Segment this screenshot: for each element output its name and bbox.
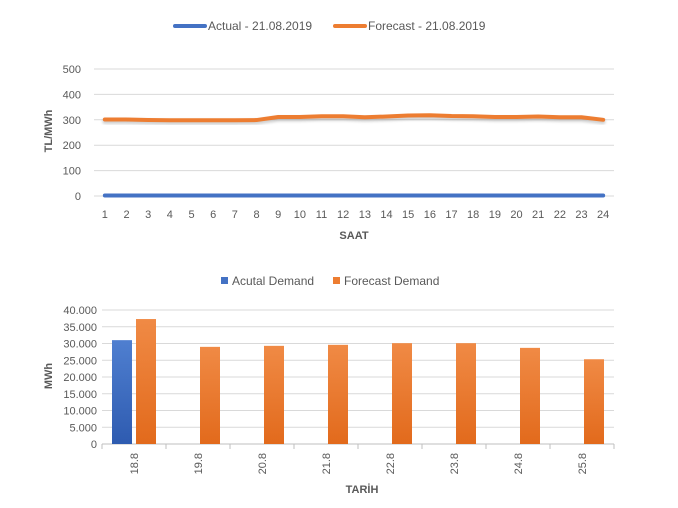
bar-chart: Acutal Demand Forecast Demand 0 5.000 10.0… [43, 274, 615, 496]
forecast-series-line [102, 113, 606, 123]
line-chart-y-axis-title: TL/MWh [43, 109, 55, 152]
y-tick-label: 40.000 [63, 305, 97, 317]
legend-label-actual-demand: Acutal Demand [232, 274, 314, 288]
line-chart-y-ticks: 0 100 200 300 400 500 [63, 64, 81, 203]
legend-label-actual: Actual - 21.08.2019 [208, 19, 312, 33]
forecast-demand-bar [584, 359, 604, 444]
x-tick-label: 18 [467, 209, 479, 221]
x-tick-label: 15 [402, 209, 414, 221]
x-tick-label: 1 [102, 209, 108, 221]
x-tick-label: 5 [188, 209, 194, 221]
y-tick-label: 20.000 [63, 372, 97, 384]
line-chart-legend: Actual - 21.08.2019 Forecast - 21.08.201… [173, 19, 486, 33]
x-tick-label: 20.8 [257, 453, 269, 474]
x-tick-label: 24.8 [513, 453, 525, 474]
forecast-demand-bar [392, 343, 412, 444]
y-tick-label: 5.000 [69, 422, 97, 434]
forecast-demand-bar [456, 343, 476, 444]
line-chart-series [102, 113, 606, 200]
y-tick-label: 15.000 [63, 389, 97, 401]
y-tick-label: 35.000 [63, 322, 97, 334]
x-tick-label: 13 [359, 209, 371, 221]
bar-chart-x-ticks: 18.8 19.8 20.8 21.8 22.8 23.8 24.8 25.8 [129, 453, 589, 474]
x-tick-label: 19 [489, 209, 501, 221]
y-tick-label: 0 [75, 191, 81, 203]
x-tick-label: 18.8 [129, 453, 141, 474]
bar-chart-x-axis-title: TARİH [346, 483, 379, 496]
x-tick-label: 25.8 [577, 453, 589, 474]
bar-chart-y-axis-title: MWh [43, 363, 55, 390]
x-tick-label: 21.8 [321, 453, 333, 474]
x-tick-label: 10 [294, 209, 306, 221]
x-tick-label: 4 [167, 209, 173, 221]
x-tick-label: 7 [232, 209, 238, 221]
y-tick-label: 0 [91, 439, 97, 451]
bar-chart-bars [112, 319, 604, 444]
y-tick-label: 400 [63, 89, 81, 101]
line-chart-gridlines [94, 68, 614, 197]
bar-chart-y-ticks: 0 5.000 10.000 15.000 20.000 25.000 30.000 35.0… [63, 305, 97, 451]
x-tick-label: 14 [380, 209, 392, 221]
x-tick-label: 19.8 [193, 453, 205, 474]
y-tick-label: 300 [63, 115, 81, 127]
y-tick-label: 10.000 [63, 406, 97, 418]
x-tick-label: 23.8 [449, 453, 461, 474]
legend-swatch-forecast-demand [333, 277, 340, 284]
legend-label-forecast: Forecast - 21.08.2019 [368, 19, 486, 33]
actual-demand-bar [112, 340, 132, 444]
forecast-demand-bar [328, 344, 348, 444]
y-tick-label: 25.000 [63, 355, 97, 367]
x-tick-label: 23 [575, 209, 587, 221]
x-tick-label: 16 [424, 209, 436, 221]
y-tick-label: 500 [63, 64, 81, 76]
bar-chart-legend: Acutal Demand Forecast Demand [221, 274, 439, 288]
forecast-demand-bar [520, 347, 540, 444]
x-tick-label: 2 [123, 209, 129, 221]
x-tick-label: 11 [316, 209, 327, 221]
y-tick-label: 30.000 [63, 339, 97, 351]
x-tick-label: 22 [554, 209, 566, 221]
y-tick-label: 100 [63, 166, 81, 178]
x-tick-label: 12 [337, 209, 349, 221]
x-tick-label: 9 [275, 209, 281, 221]
x-tick-label: 6 [210, 209, 216, 221]
x-tick-label: 3 [145, 209, 151, 221]
forecast-demand-bar [264, 345, 284, 444]
line-chart-x-axis-title: SAAT [339, 230, 368, 242]
line-chart-x-ticks: 1 2 3 4 5 6 7 8 9 10 11 12 13 14 15 16 17 18 19 20 21 22 23 24 [102, 209, 610, 221]
x-tick-label: 17 [445, 209, 457, 221]
legend-swatch-actual-demand [221, 277, 228, 284]
x-tick-label: 20 [510, 209, 522, 221]
forecast-demand-bar [200, 346, 220, 444]
x-tick-label: 8 [253, 209, 259, 221]
legend-label-forecast-demand: Forecast Demand [344, 274, 439, 288]
x-tick-label: 22.8 [385, 453, 397, 474]
line-chart: Actual - 21.08.2019 Forecast - 21.08.201… [43, 19, 614, 242]
x-tick-label: 21 [532, 209, 544, 221]
forecast-demand-bar [136, 319, 156, 444]
x-tick-label: 24 [597, 209, 609, 221]
y-tick-label: 200 [63, 140, 81, 152]
